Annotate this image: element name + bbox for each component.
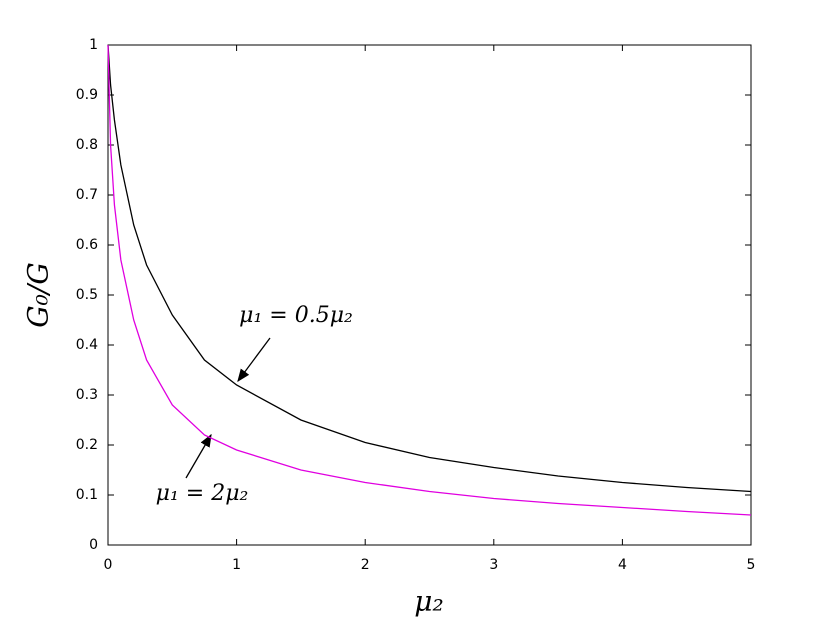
x-tick-label: 2 <box>361 557 370 573</box>
y-tick-label: 0.5 <box>76 287 98 303</box>
x-tick-label: 3 <box>489 557 498 573</box>
y-tick-label: 0.9 <box>76 87 98 103</box>
y-tick-label: 0.1 <box>76 487 98 503</box>
line-series <box>107 44 752 516</box>
y-tick-label: 0.6 <box>76 237 98 253</box>
y-axis-label: G₀/G <box>22 262 55 327</box>
line-series <box>107 44 752 493</box>
x-axis-label: μ₂ <box>414 585 443 618</box>
y-tick-label: 1 <box>89 37 98 53</box>
y-tick-label: 0.8 <box>76 137 98 153</box>
y-tick-label: 0.3 <box>76 387 98 403</box>
x-tick-label: 4 <box>618 557 627 573</box>
annotation-arrow <box>237 337 271 383</box>
x-tick-label: 0 <box>104 557 113 573</box>
y-tick-label: 0 <box>89 537 98 553</box>
y-tick-label: 0.2 <box>76 437 98 453</box>
series-annotation: μ₁ = 2μ₂ <box>156 481 249 506</box>
series-annotation: μ₁ = 0.5μ₂ <box>239 303 353 328</box>
y-tick-label: 0.4 <box>76 337 98 353</box>
x-tick-label: 5 <box>747 557 756 573</box>
annotation-arrow <box>185 433 212 479</box>
plot-frame <box>107 44 752 546</box>
y-tick-label: 0.7 <box>76 187 98 203</box>
x-tick-label: 1 <box>232 557 241 573</box>
